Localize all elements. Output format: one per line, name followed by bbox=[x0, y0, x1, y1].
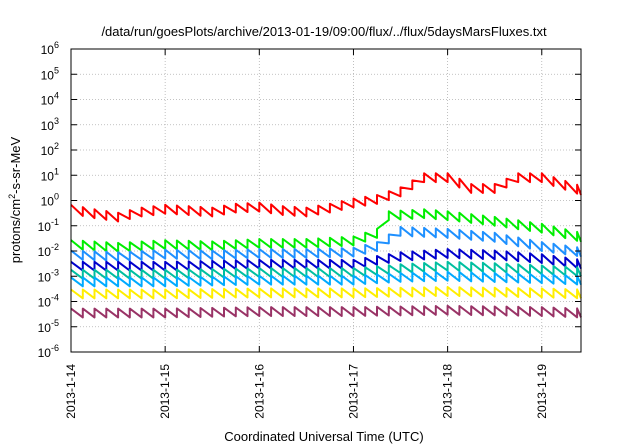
series-line-1 bbox=[70, 172, 582, 223]
x-tick-label: 2013-1-17 bbox=[346, 364, 360, 419]
x-axis-label: Coordinated Universal Time (UTC) bbox=[224, 429, 423, 444]
y-tick-label: 103 bbox=[41, 116, 59, 133]
y-tick-label: 10-2 bbox=[38, 242, 59, 259]
y-axis-label: protons/cm2-s-sr-MeV bbox=[7, 136, 23, 263]
y-tick-label: 10-6 bbox=[38, 343, 59, 360]
series-line-6 bbox=[70, 270, 582, 288]
y-tick-label: 106 bbox=[41, 40, 59, 57]
y-tick-label: 10-5 bbox=[38, 318, 59, 335]
grid bbox=[71, 49, 581, 352]
series-line-7 bbox=[70, 286, 582, 300]
plot-frame bbox=[70, 48, 582, 353]
series-line-4 bbox=[70, 248, 582, 272]
x-tick-labels: 2013-1-14 2013-1-15 2013-1-16 2013-1-17 2013… bbox=[64, 364, 549, 419]
series-line-3 bbox=[70, 225, 582, 262]
y-tick-label: 100 bbox=[41, 192, 59, 209]
x-tick-label: 2013-1-14 bbox=[64, 364, 78, 419]
y-tick-label: 10-3 bbox=[38, 267, 59, 284]
y-tick-label: 104 bbox=[41, 91, 59, 108]
y-tick-label: 10-1 bbox=[38, 217, 59, 234]
y-tick-label: 101 bbox=[41, 166, 59, 183]
series-layer bbox=[70, 172, 582, 319]
x-tick-label: 2013-1-15 bbox=[158, 364, 172, 419]
y-axis-label-post: -s-sr-MeV bbox=[8, 136, 23, 193]
x-tick-label: 2013-1-18 bbox=[441, 364, 455, 419]
y-axis-label-sup: 2 bbox=[7, 194, 17, 199]
series-line-8 bbox=[70, 304, 582, 319]
series-line-5 bbox=[70, 260, 582, 280]
series-line-2 bbox=[70, 208, 582, 253]
chart-title: /data/run/goesPlots/archive/2013-01-19/0… bbox=[101, 24, 547, 39]
y-tick-label: 10-4 bbox=[38, 293, 59, 310]
y-tick-labels: 10-6 10-5 10-4 10-3 10-2 10-1 100 101 102 103 104 1… bbox=[38, 40, 59, 360]
x-tick-label: 2013-1-19 bbox=[535, 364, 549, 419]
axes bbox=[70, 48, 582, 353]
y-tick-label: 105 bbox=[41, 65, 59, 82]
x-tick-label: 2013-1-16 bbox=[252, 364, 266, 419]
y-axis-label-pre: protons/cm bbox=[8, 199, 23, 263]
y-tick-label: 102 bbox=[41, 141, 59, 158]
